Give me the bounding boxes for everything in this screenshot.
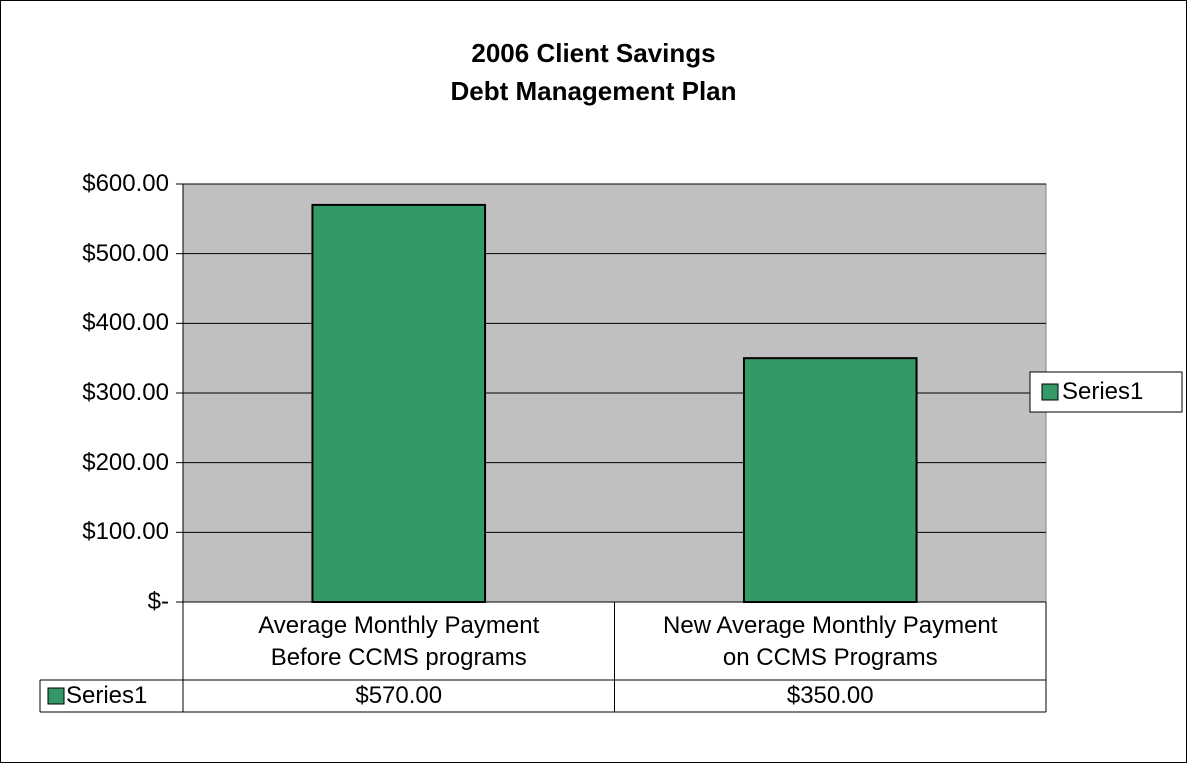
legend-label: Series1: [1062, 378, 1144, 405]
bar: [742, 357, 918, 603]
x-tick-label: Average Monthly Payment Before CCMS prog…: [258, 612, 540, 671]
y-tick-label: $500.00: [82, 239, 169, 267]
legend-key: [1041, 383, 1059, 401]
table-legend-key: [47, 687, 65, 705]
table-series-name: Series1: [66, 682, 148, 709]
y-tick-label: $400.00: [82, 309, 169, 337]
x-tick-label: New Average Monthly Payment on CCMS Prog…: [663, 612, 998, 671]
chart-title: 2006 Client Savings Debt Management Plan: [450, 38, 737, 106]
y-tick-label: $600.00: [82, 170, 169, 197]
y-tick-label: $100.00: [82, 518, 169, 546]
y-tick-label: $300.00: [82, 379, 169, 406]
bar: [311, 203, 487, 603]
y-tick-label: $200.00: [82, 448, 169, 476]
table-value: $350.00: [786, 682, 874, 709]
y-tick-label: $-: [147, 588, 169, 615]
table-value: $570.00: [355, 682, 443, 709]
